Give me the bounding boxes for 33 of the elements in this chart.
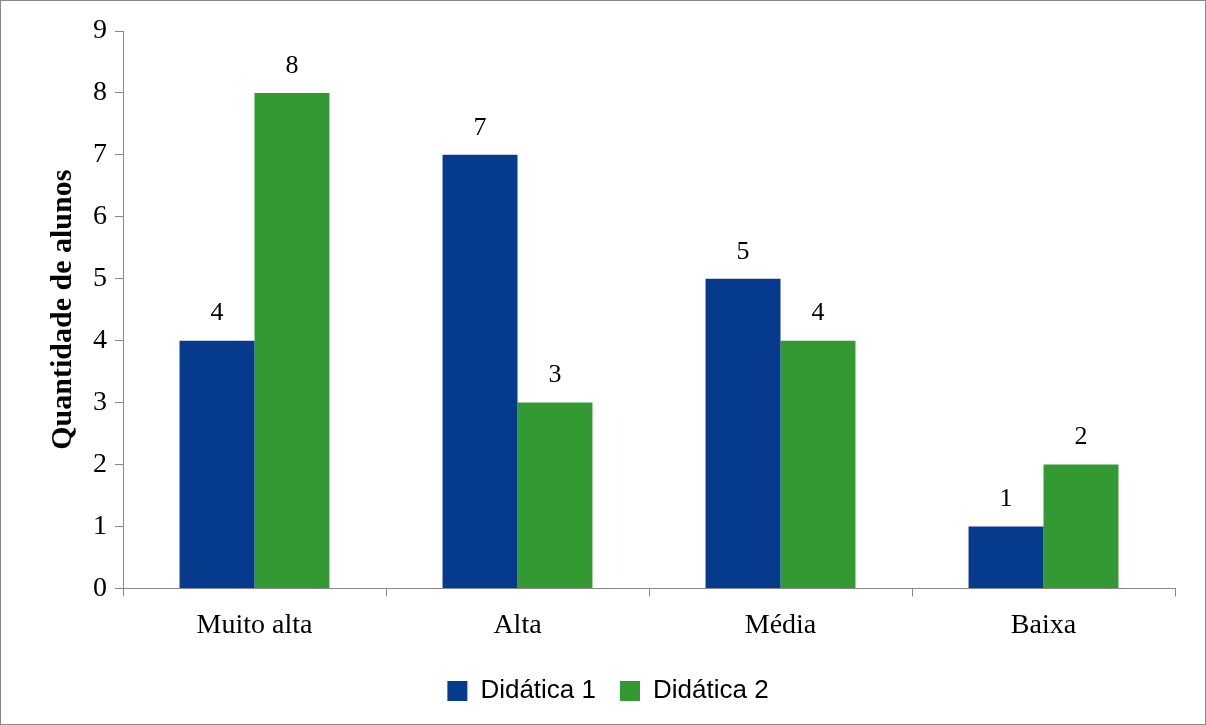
y-tick-label: 7 — [93, 137, 107, 169]
bar — [254, 92, 330, 588]
data-label: 5 — [736, 235, 750, 265]
x-tick-label: Muito alta — [196, 607, 313, 639]
bar — [968, 526, 1044, 588]
y-tick-label: 8 — [93, 75, 107, 107]
data-label: 7 — [473, 111, 487, 141]
y-tick-label: 9 — [93, 13, 107, 45]
data-label: 1 — [999, 483, 1013, 513]
y-tick-label: 2 — [93, 446, 107, 478]
y-tick-label: 1 — [93, 508, 107, 540]
bar — [517, 402, 593, 588]
data-label: 8 — [285, 49, 299, 79]
y-tick-label: 3 — [93, 384, 107, 416]
data-label: 3 — [548, 359, 562, 389]
bar — [705, 278, 781, 588]
y-tick-label: 4 — [93, 323, 107, 355]
bar — [780, 340, 856, 588]
legend-label: Didática 1 — [480, 674, 597, 705]
y-axis-title: Quantidade de alunos — [43, 169, 77, 450]
x-tick-label: Média — [744, 607, 817, 639]
legend-label: Didática 2 — [653, 674, 769, 705]
x-tick-label: Alta — [493, 607, 543, 639]
data-label: 2 — [1074, 421, 1088, 451]
data-label: 4 — [210, 297, 224, 327]
data-label: 4 — [811, 297, 825, 327]
bar — [442, 154, 518, 588]
bar — [179, 340, 255, 588]
bar — [1043, 464, 1119, 588]
y-tick-label: 5 — [93, 261, 107, 293]
y-tick-label: 0 — [93, 570, 107, 602]
y-tick-label: 6 — [93, 199, 107, 231]
x-tick-label: Baixa — [1010, 607, 1077, 639]
